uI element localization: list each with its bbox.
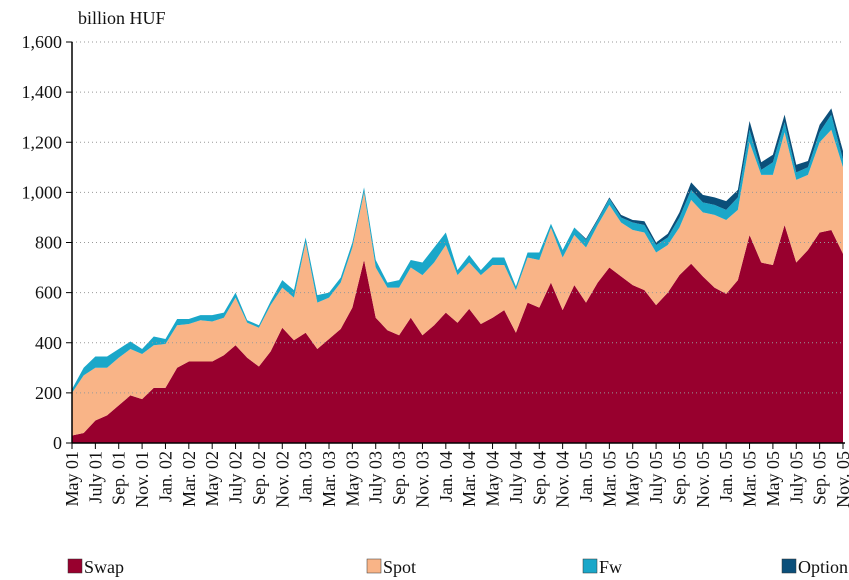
x-tick-label: July 04	[506, 451, 526, 504]
area	[72, 129, 843, 436]
y-tick-label: 200	[35, 383, 62, 403]
x-tick-label: July 01	[85, 451, 105, 504]
x-tick-label: Sep. 05	[669, 451, 689, 505]
legend-label: Swap	[84, 557, 124, 577]
x-tick-label: May 02	[202, 451, 222, 507]
x-tick-label: May 01	[62, 451, 82, 507]
x-tick-label: Jan. 03	[296, 451, 316, 502]
legend-label: Fw	[599, 557, 622, 577]
x-tick-label: Sep. 02	[249, 451, 269, 505]
x-tick-label: Nov. 02	[272, 451, 292, 508]
x-tick-label: Jan. 04	[436, 451, 456, 502]
legend-swatch	[781, 558, 797, 574]
x-tick-label: Nov. 05	[833, 451, 849, 508]
y-tick-label: 1,600	[22, 32, 63, 52]
x-tick-label: Sep. 01	[109, 451, 129, 505]
x-tick-label: May 05	[623, 451, 643, 507]
x-tick-label: Sep. 04	[529, 451, 549, 505]
y-tick-label: 1,000	[22, 182, 63, 202]
x-tick-label: Jan. 05	[576, 451, 596, 502]
x-tick-label: Nov. 04	[553, 451, 573, 508]
x-tick-label: July 05	[646, 451, 666, 504]
x-tick-label: Mar. 03	[319, 451, 339, 507]
area	[72, 224, 843, 443]
y-tick-label: 400	[35, 333, 62, 353]
legend-swatch	[67, 558, 83, 574]
x-tick-label: May 04	[483, 451, 503, 507]
legend-label: Option	[798, 557, 848, 577]
y-tick-label: 800	[35, 233, 62, 253]
legend-label: Spot	[383, 557, 416, 577]
x-tick-label: Sep. 05	[810, 451, 830, 505]
x-tick-label: Mar. 04	[459, 451, 479, 507]
x-tick-label: May 03	[342, 451, 362, 507]
y-tick-label: 600	[35, 283, 62, 303]
x-tick-label: Nov. 03	[412, 451, 432, 508]
legend-swatch	[366, 558, 382, 574]
x-tick-label: Jan. 02	[155, 451, 175, 502]
y-tick-label: 1,400	[22, 82, 63, 102]
x-tick-label: Sep. 03	[389, 451, 409, 505]
x-tick-label: Nov. 01	[132, 451, 152, 508]
x-tick-label: July 02	[226, 451, 246, 504]
x-tick-label: Mar. 05	[599, 451, 619, 507]
legend-swatch	[582, 558, 598, 574]
y-tick-label: 0	[53, 433, 62, 453]
x-tick-label: Jan. 05	[716, 451, 736, 502]
x-tick-label: July 05	[786, 451, 806, 504]
x-tick-label: Nov. 05	[693, 451, 713, 508]
x-tick-label: May 05	[763, 451, 783, 507]
y-tick-label: 1,200	[22, 132, 63, 152]
y-axis-label: billion HUF	[78, 8, 166, 28]
x-tick-label: Mar. 05	[740, 451, 760, 507]
x-tick-label: Mar. 02	[179, 451, 199, 507]
x-tick-label: July 03	[366, 451, 386, 504]
